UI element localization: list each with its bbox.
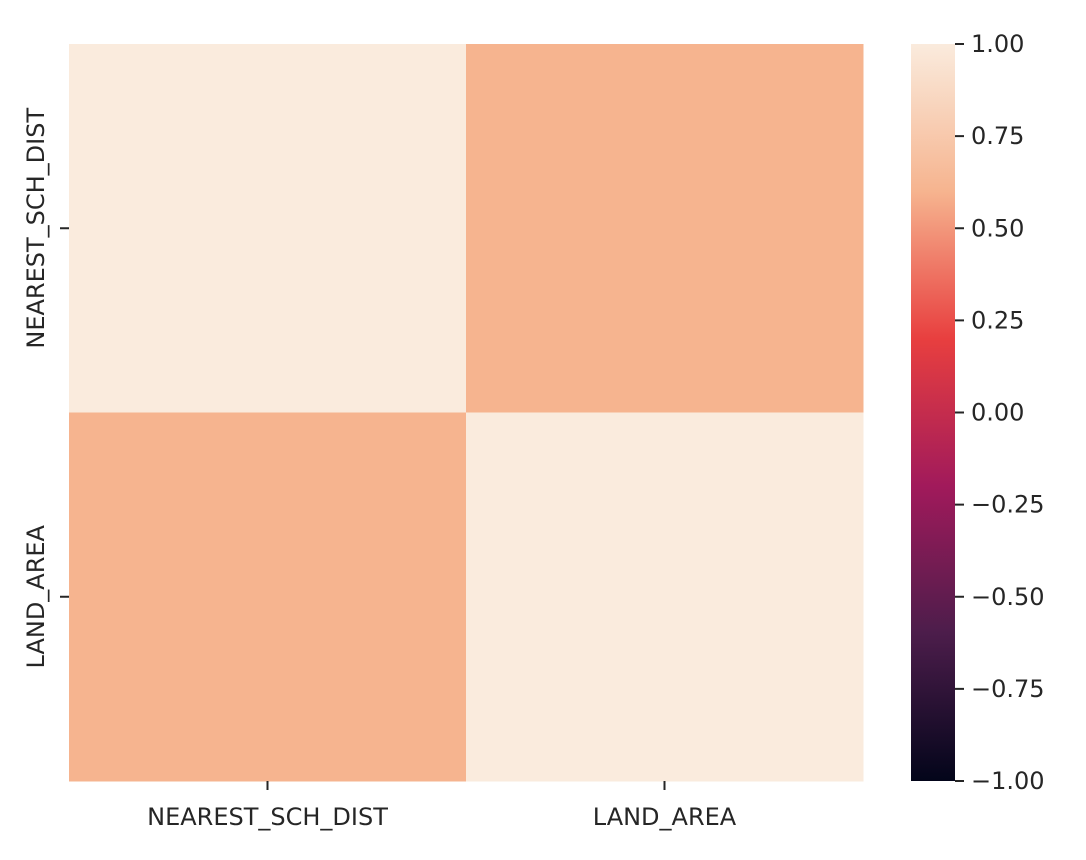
colorbar-tick-label: −0.25 <box>971 491 1045 519</box>
x-axis: NEAREST_SCH_DIST LAND_AREA <box>147 781 737 831</box>
y-tick-label: LAND_AREA <box>22 524 50 668</box>
colorbar-tick-label: −0.75 <box>971 675 1045 703</box>
x-tick-label: NEAREST_SCH_DIST <box>147 803 388 831</box>
y-axis: NEAREST_SCH_DIST LAND_AREA <box>22 108 69 668</box>
colorbar-tick-label: −1.00 <box>971 767 1045 795</box>
colorbar: 1.00 0.75 0.50 0.25 0.00 −0.25 −0.50 −0.75 −1.00 <box>911 30 1045 795</box>
heatmap-cell-nearest_sch_dist-land_area <box>466 44 864 413</box>
colorbar-tick-label: 0.50 <box>971 214 1024 242</box>
heatmap-cell-land_area-land_area <box>466 412 864 782</box>
heatmap-plot-area <box>69 44 864 782</box>
heatmap-cell-nearest_sch_dist-nearest_sch_dist <box>69 44 467 413</box>
colorbar-tick-label: 1.00 <box>971 30 1024 58</box>
x-tick-label: LAND_AREA <box>593 803 737 831</box>
colorbar-tick-label: 0.25 <box>971 306 1024 334</box>
colorbar-tick-label: 0.00 <box>971 399 1024 427</box>
colorbar-tick-label: −0.50 <box>971 583 1045 611</box>
heatmap-cell-land_area-nearest_sch_dist <box>69 412 467 782</box>
colorbar-tick-label: 0.75 <box>971 122 1024 150</box>
colorbar-gradient <box>911 44 955 781</box>
y-tick-label: NEAREST_SCH_DIST <box>22 108 50 349</box>
